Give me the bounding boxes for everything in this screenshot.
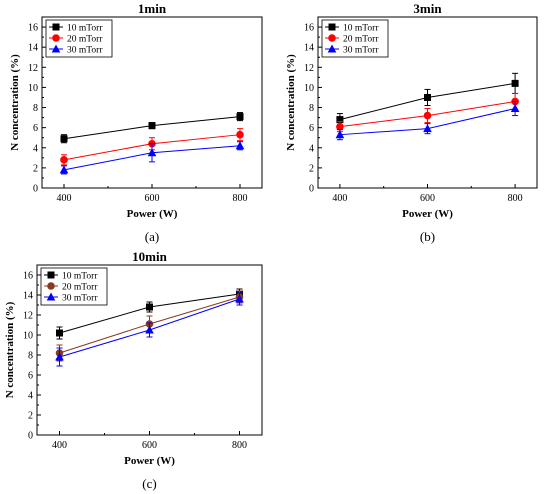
series-3 (55, 292, 244, 367)
series-3 (335, 100, 520, 141)
chart-title: 10min (132, 249, 167, 264)
y-axis-label: N concentration (%) (4, 301, 16, 398)
legend-marker (51, 44, 61, 53)
legend-label: 10 mTorr (62, 272, 98, 282)
data-point (60, 156, 68, 164)
legend-label: 30 mTorr (62, 294, 98, 304)
y-tick-label: 8 (28, 351, 33, 362)
y-tick-label: 8 (309, 103, 314, 114)
legend-label: 30 mTorr (67, 46, 103, 56)
data-point (424, 93, 431, 101)
y-tick-label: 12 (28, 63, 38, 74)
y-tick-label: 0 (33, 184, 38, 195)
data-point (235, 294, 244, 303)
data-point (236, 113, 244, 121)
y-tick-label: 14 (28, 43, 38, 54)
y-tick-label: 10 (23, 331, 33, 342)
legend-label: 30 mTorr (343, 46, 379, 56)
data-point (423, 124, 432, 133)
y-tick-label: 10 (304, 83, 314, 94)
y-tick-label: 2 (33, 163, 38, 174)
y-tick-label: 6 (33, 123, 38, 134)
x-tick-label: 600 (142, 440, 157, 451)
legend-marker (327, 44, 337, 53)
y-axis-label: N concentration (%) (285, 54, 297, 151)
chart-title: 3min (413, 1, 442, 16)
chart-panel-1: 1min 0 2 4 6 8 10 12 14 16 400 600 800 Power (W) N con… (9, 1, 263, 244)
data-point (55, 352, 64, 361)
y-tick-label: 6 (28, 371, 33, 382)
panel-label: (b) (420, 229, 435, 244)
y-tick-label: 14 (304, 43, 314, 54)
data-point (510, 104, 520, 113)
data-point (235, 141, 245, 150)
x-tick-label: 800 (233, 193, 248, 204)
data-point (511, 79, 519, 87)
series-3 (59, 141, 245, 175)
data-point (336, 116, 344, 124)
x-axis-label: Power (W) (127, 208, 178, 220)
data-point (59, 165, 69, 174)
panel-label: (c) (142, 476, 156, 491)
legend-label: 10 mTorr (67, 24, 103, 34)
y-tick-label: 10 (28, 83, 38, 94)
y-axis-label: N concentration (%) (9, 54, 21, 151)
chart-panel-2: 3min 0 2 4 6 8 10 12 14 16 400 600 800 Power (W) N con… (285, 1, 538, 244)
y-tick-label: 4 (28, 391, 33, 402)
series-1 (60, 112, 244, 144)
y-tick-label: 4 (33, 143, 38, 154)
x-tick-label: 800 (232, 440, 247, 451)
legend-label: 20 mTorr (343, 35, 379, 45)
x-tick-label: 400 (332, 193, 347, 204)
legend-marker (47, 282, 55, 290)
y-tick-label: 4 (309, 143, 314, 154)
x-axis-label: Power (W) (124, 455, 175, 467)
x-tick-label: 600 (145, 193, 160, 204)
y-tick-label: 16 (23, 271, 33, 282)
panel-label: (a) (145, 229, 159, 244)
data-point (423, 111, 432, 120)
legend-label: 10 mTorr (343, 24, 379, 34)
legend-marker (328, 23, 336, 31)
data-point (145, 325, 154, 334)
y-tick-label: 16 (28, 23, 38, 34)
series-2 (336, 92, 519, 133)
legend-label: 20 mTorr (67, 35, 103, 45)
data-point (148, 122, 156, 130)
data-point (336, 122, 344, 131)
y-tick-label: 8 (33, 103, 38, 114)
chart-panel-3: 10min 0 2 4 6 8 10 12 14 16 400 600 800 Power (W) N co… (4, 249, 263, 491)
x-tick-label: 600 (420, 193, 435, 204)
data-point (147, 148, 157, 157)
y-tick-label: 14 (23, 291, 33, 302)
y-tick-label: 2 (309, 163, 314, 174)
legend-marker (328, 34, 336, 42)
legend-marker (47, 271, 55, 279)
y-tick-label: 16 (304, 23, 314, 34)
y-tick-label: 0 (28, 431, 33, 442)
x-tick-label: 800 (508, 193, 523, 204)
y-tick-label: 2 (28, 411, 33, 422)
data-point (60, 135, 68, 143)
y-tick-label: 12 (304, 63, 314, 74)
data-point (236, 130, 244, 139)
chart-title: 1min (138, 1, 167, 16)
x-tick-label: 400 (52, 440, 67, 451)
x-tick-label: 400 (57, 193, 72, 204)
legend-marker (52, 34, 60, 42)
data-point (335, 130, 345, 139)
data-point (146, 303, 153, 311)
y-tick-label: 0 (309, 184, 314, 195)
legend-marker (52, 23, 60, 31)
y-tick-label: 12 (23, 311, 33, 322)
data-point (56, 329, 63, 337)
x-axis-label: Power (W) (402, 208, 453, 220)
legend-label: 20 mTorr (62, 283, 98, 293)
y-tick-label: 6 (309, 123, 314, 134)
legend-marker (46, 292, 56, 301)
